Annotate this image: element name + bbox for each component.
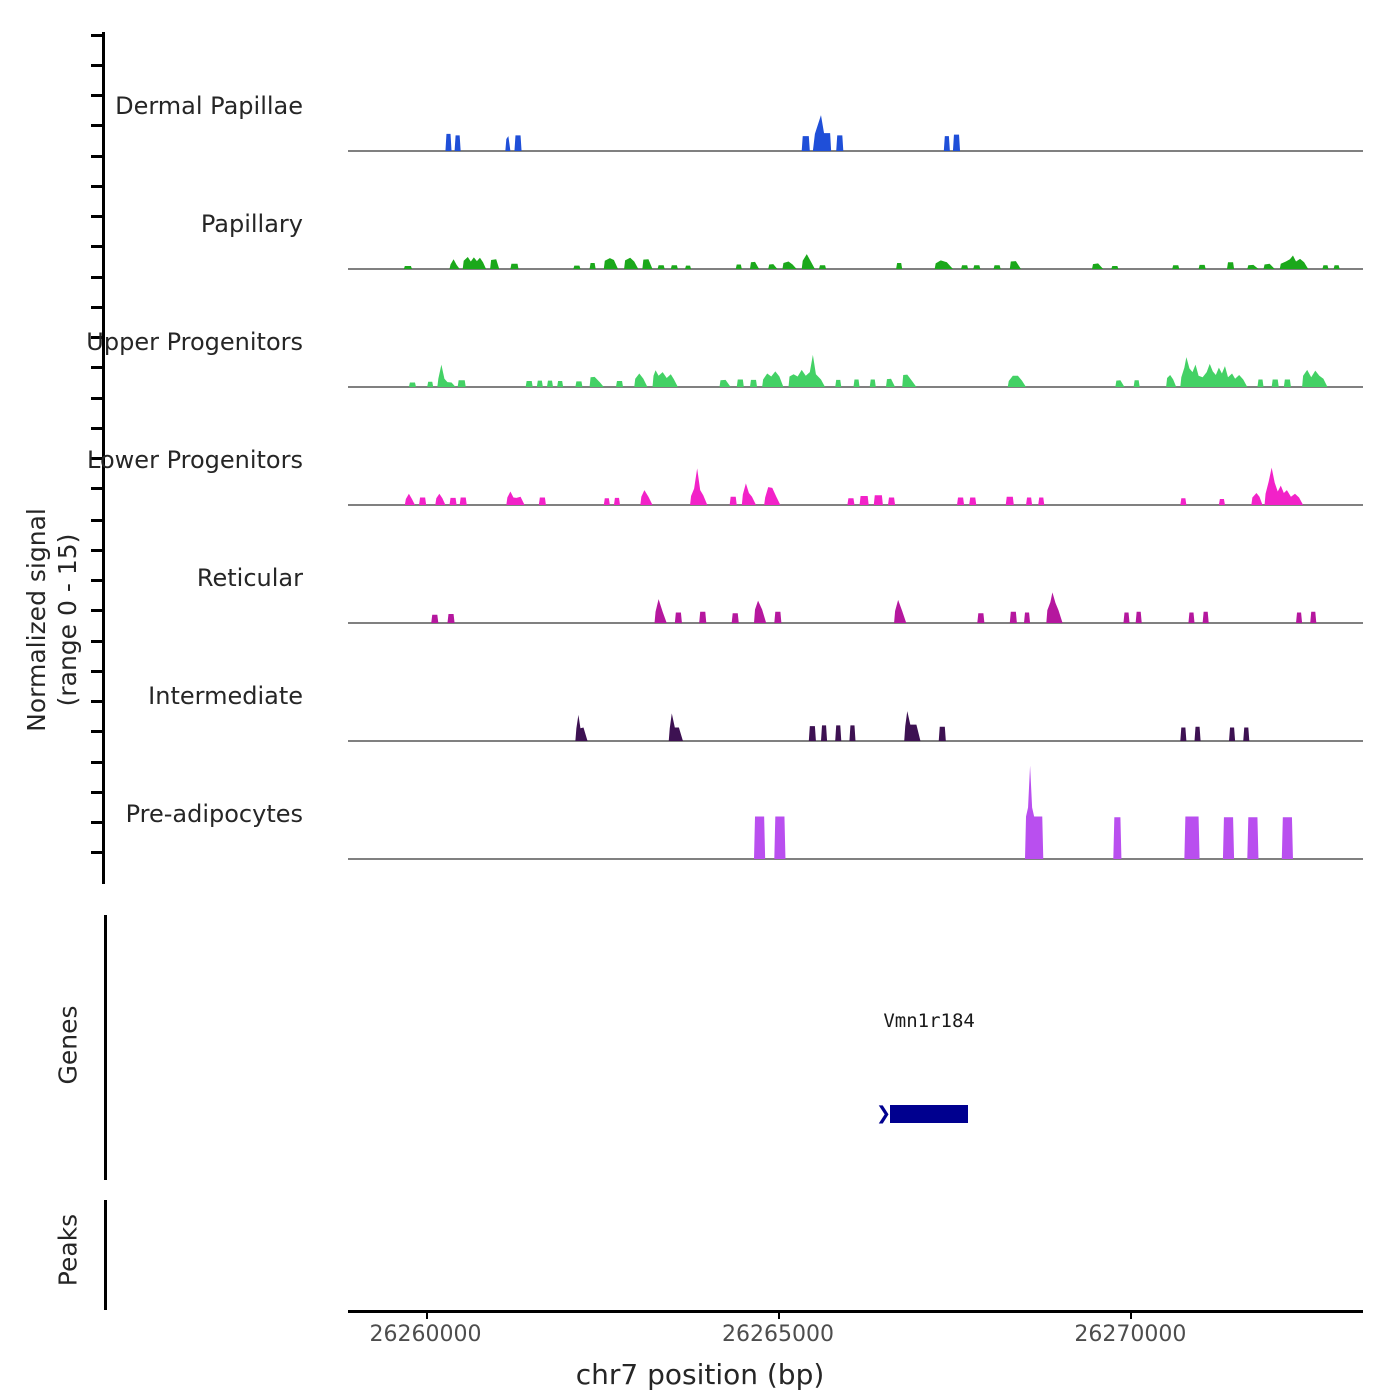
track-baseline (348, 150, 1363, 152)
track-signal-area (348, 765, 1363, 859)
signal-polygon (348, 711, 1363, 741)
peaks-axis-spine (104, 1200, 107, 1310)
y-axis-tick (91, 276, 103, 280)
y-axis-tick (91, 306, 103, 310)
gene-label: Vmn1r184 (883, 1010, 975, 1032)
x-axis-tick-label: 26270000 (1074, 1322, 1187, 1347)
track-label-intermediate: Intermediate (148, 682, 303, 710)
y-axis-tick (91, 34, 103, 37)
gene-strand-arrow-icon: ❯ (876, 1103, 892, 1124)
track-baseline (348, 504, 1363, 506)
gene-body[interactable] (890, 1105, 969, 1123)
y-axis-tick (91, 64, 103, 67)
y-axis-tick (91, 94, 103, 97)
track-signal-area (348, 592, 1363, 623)
signal-polygon (348, 115, 1363, 151)
track-signal-area (348, 467, 1363, 505)
y-axis-tick (91, 366, 103, 370)
genes-axis-label: Genes (53, 1005, 83, 1085)
y-axis-tick (91, 729, 103, 733)
genes-axis-spine (104, 915, 107, 1180)
x-axis-tick (777, 1310, 780, 1319)
track-label-papillary: Papillary (200, 210, 303, 238)
track-baseline (348, 268, 1363, 270)
signal-polygon (348, 467, 1363, 505)
track-baseline (348, 858, 1363, 860)
genes-panel: Vmn1r184 ❯ (348, 915, 1363, 1180)
y-axis-tick (91, 245, 103, 249)
y-axis-tick (91, 820, 103, 824)
signal-axis-spine (102, 32, 105, 884)
y-axis-tick (91, 427, 103, 431)
y-axis-tick (91, 155, 103, 159)
signal-polygon (348, 765, 1363, 859)
track-signal-area (348, 354, 1363, 387)
y-axis-tick (91, 850, 103, 854)
y-axis-tick (91, 487, 103, 491)
signal-polygon (348, 354, 1363, 387)
signal-polygon (348, 592, 1363, 623)
track-label-pre-adipocytes: Pre-adipocytes (125, 800, 303, 828)
track-label-dermal-papillae: Dermal Papillae (115, 92, 303, 120)
track-signal-area (348, 711, 1363, 741)
y-axis-tick (91, 608, 103, 612)
y-axis-tick (91, 336, 103, 340)
track-label-reticular: Reticular (196, 564, 303, 592)
y-axis-tick (91, 578, 103, 582)
track-label-upper-progenitors: Upper Progenitors (86, 328, 303, 356)
y-axis-tick (91, 518, 103, 522)
y-axis-tick (91, 124, 103, 127)
x-axis-line (348, 1310, 1363, 1313)
signal-polygon (348, 254, 1363, 269)
track-baseline (348, 622, 1363, 624)
track-signal-area (348, 254, 1363, 269)
x-axis-tick-label: 26260000 (369, 1322, 482, 1347)
track-label-lower-progenitors: Lower Progenitors (87, 446, 303, 474)
y-axis-tick (91, 669, 103, 673)
y-axis-tick (91, 215, 103, 219)
y-axis-tick (91, 548, 103, 552)
track-baseline (348, 386, 1363, 388)
x-axis-tick-label: 26265000 (721, 1322, 834, 1347)
y-axis-tick (91, 699, 103, 703)
y-axis-tick (91, 185, 103, 189)
signal-axis-label: Normalized signal (range 0 - 15) (22, 508, 82, 732)
y-axis-tick (91, 760, 103, 764)
track-signal-area (348, 115, 1363, 151)
x-axis-tick (1130, 1310, 1133, 1319)
peaks-axis-label: Peaks (53, 1213, 83, 1287)
x-axis-tick (425, 1310, 428, 1319)
y-axis-tick (91, 397, 103, 401)
x-axis-label: chr7 position (bp) (575, 1358, 825, 1391)
y-axis-tick (91, 457, 103, 461)
y-axis-tick (91, 790, 103, 794)
y-axis-tick (91, 639, 103, 643)
track-baseline (348, 740, 1363, 742)
